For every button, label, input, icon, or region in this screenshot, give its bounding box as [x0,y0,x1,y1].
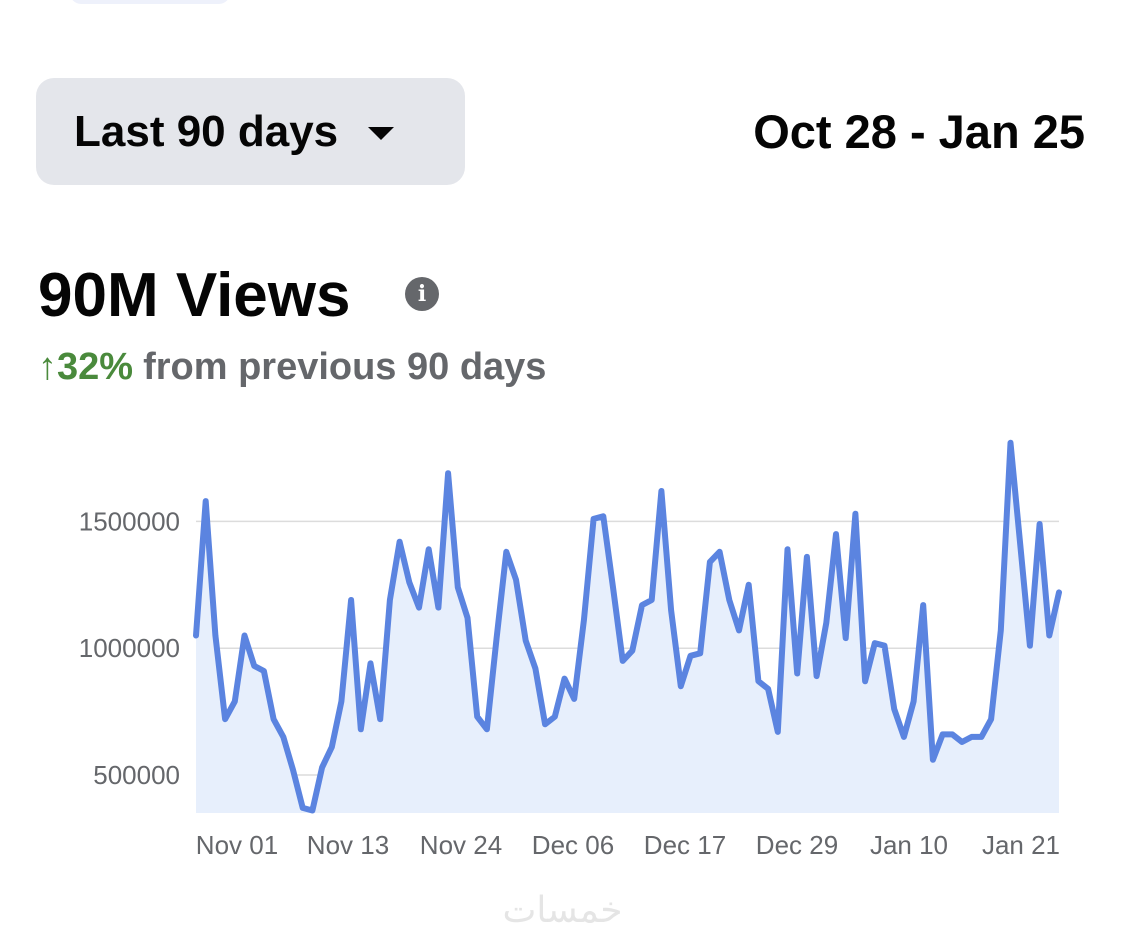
date-range-text: Oct 28 - Jan 25 [753,105,1085,158]
x-tick-label: Jan 21 [982,830,1060,860]
up-arrow-icon: ↑ [38,346,57,388]
views-area [196,442,1059,813]
info-icon[interactable]: i [405,277,439,311]
change-description: from previous 90 days [143,346,547,388]
views-change: ↑32% from previous 90 days [38,346,546,389]
x-tick-label: Nov 24 [420,830,502,860]
y-axis-ticks: 500000 1000000 1500000 [79,506,180,790]
change-percent: 32% [57,346,134,388]
x-tick-label: Dec 17 [644,830,726,860]
y-tick-label: 500000 [93,760,180,790]
x-tick-label: Nov 13 [307,830,389,860]
date-range-dropdown[interactable]: Last 90 days [36,78,465,185]
views-total: 90M Views [38,261,351,330]
x-tick-label: Jan 10 [870,830,948,860]
x-axis-ticks: Nov 01 Nov 13 Nov 24 Dec 06 Dec 17 Dec 29 Jan … [196,830,1060,860]
caret-down-icon [368,127,395,140]
y-tick-label: 1000000 [79,633,180,663]
x-tick-label: Dec 29 [756,830,838,860]
range-label: Last 90 days [74,106,339,156]
views-line [193,439,1062,814]
x-tick-label: Dec 06 [532,830,614,860]
x-tick-label: Nov 01 [196,830,278,860]
top-pill-partial [70,0,230,4]
watermark: خمسات [502,890,623,931]
views-chart: 500000 1000000 1500000 Nov 01 Nov 13 Nov 24 D… [79,439,1062,860]
y-tick-label: 1500000 [79,506,180,536]
